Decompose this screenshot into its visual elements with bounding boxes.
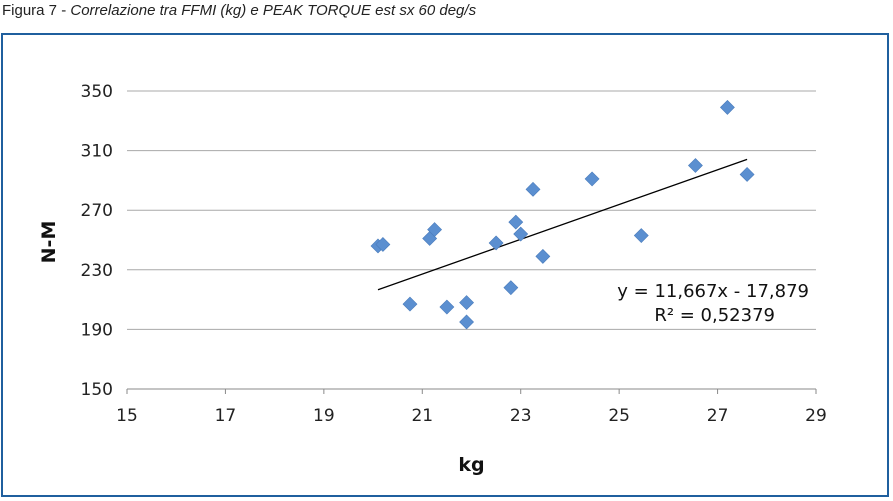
data-point [375,237,391,252]
x-tick-label: 29 [805,406,827,426]
chart-frame: 150 190 230 270 310 350 15 17 19 21 23 25 27 29 N-M … [1,33,889,497]
data-point [459,314,475,330]
figure-label: Figura 7 [2,2,58,19]
data-point [633,228,649,243]
y-tick-labels: 150 190 230 270 310 350 [81,82,113,400]
y-tick-label: 190 [81,320,113,340]
data-point [719,99,735,115]
y-tick-label: 350 [81,82,113,102]
data-point [402,296,418,312]
trendline [377,158,748,291]
data-point [513,226,529,242]
y-tick-label: 310 [81,142,113,162]
x-tick-label: 15 [116,406,138,426]
x-tick-label: 17 [215,406,237,426]
x-tick-label: 23 [510,406,532,426]
data-point [688,158,703,173]
x-tick-label: 19 [313,406,335,426]
data-points [370,99,755,330]
caption-separator: - [57,2,71,19]
y-tick-label: 270 [81,201,113,221]
figure-caption: Figura 7 - Correlazione tra FFMI (kg) e … [2,2,476,19]
data-point [427,222,443,237]
r-squared-label: R² = 0,52379 [654,305,775,326]
data-point [439,299,455,315]
x-axis-title: kg [458,454,484,476]
y-tick-label: 150 [81,380,113,400]
data-point [508,214,524,230]
figure-subtitle: Correlazione tra FFMI (kg) e PEAK TORQUE… [70,2,477,19]
data-point [584,171,600,187]
data-point [525,181,541,197]
data-point [488,235,504,251]
data-point [503,280,519,296]
y-tick-label: 230 [81,261,113,281]
x-tick-labels: 15 17 19 21 23 25 27 29 [116,406,827,426]
data-point [459,295,475,311]
x-tick-label: 25 [608,406,630,426]
x-tick-label: 27 [707,406,729,426]
data-point [535,248,551,264]
y-axis-title: N-M [38,221,60,264]
trendline-group [377,158,748,291]
gridlines [126,90,817,394]
trendline-equation: y = 11,667x - 17,879 [617,281,809,302]
data-point [739,167,755,182]
x-tick-label: 21 [411,406,433,426]
